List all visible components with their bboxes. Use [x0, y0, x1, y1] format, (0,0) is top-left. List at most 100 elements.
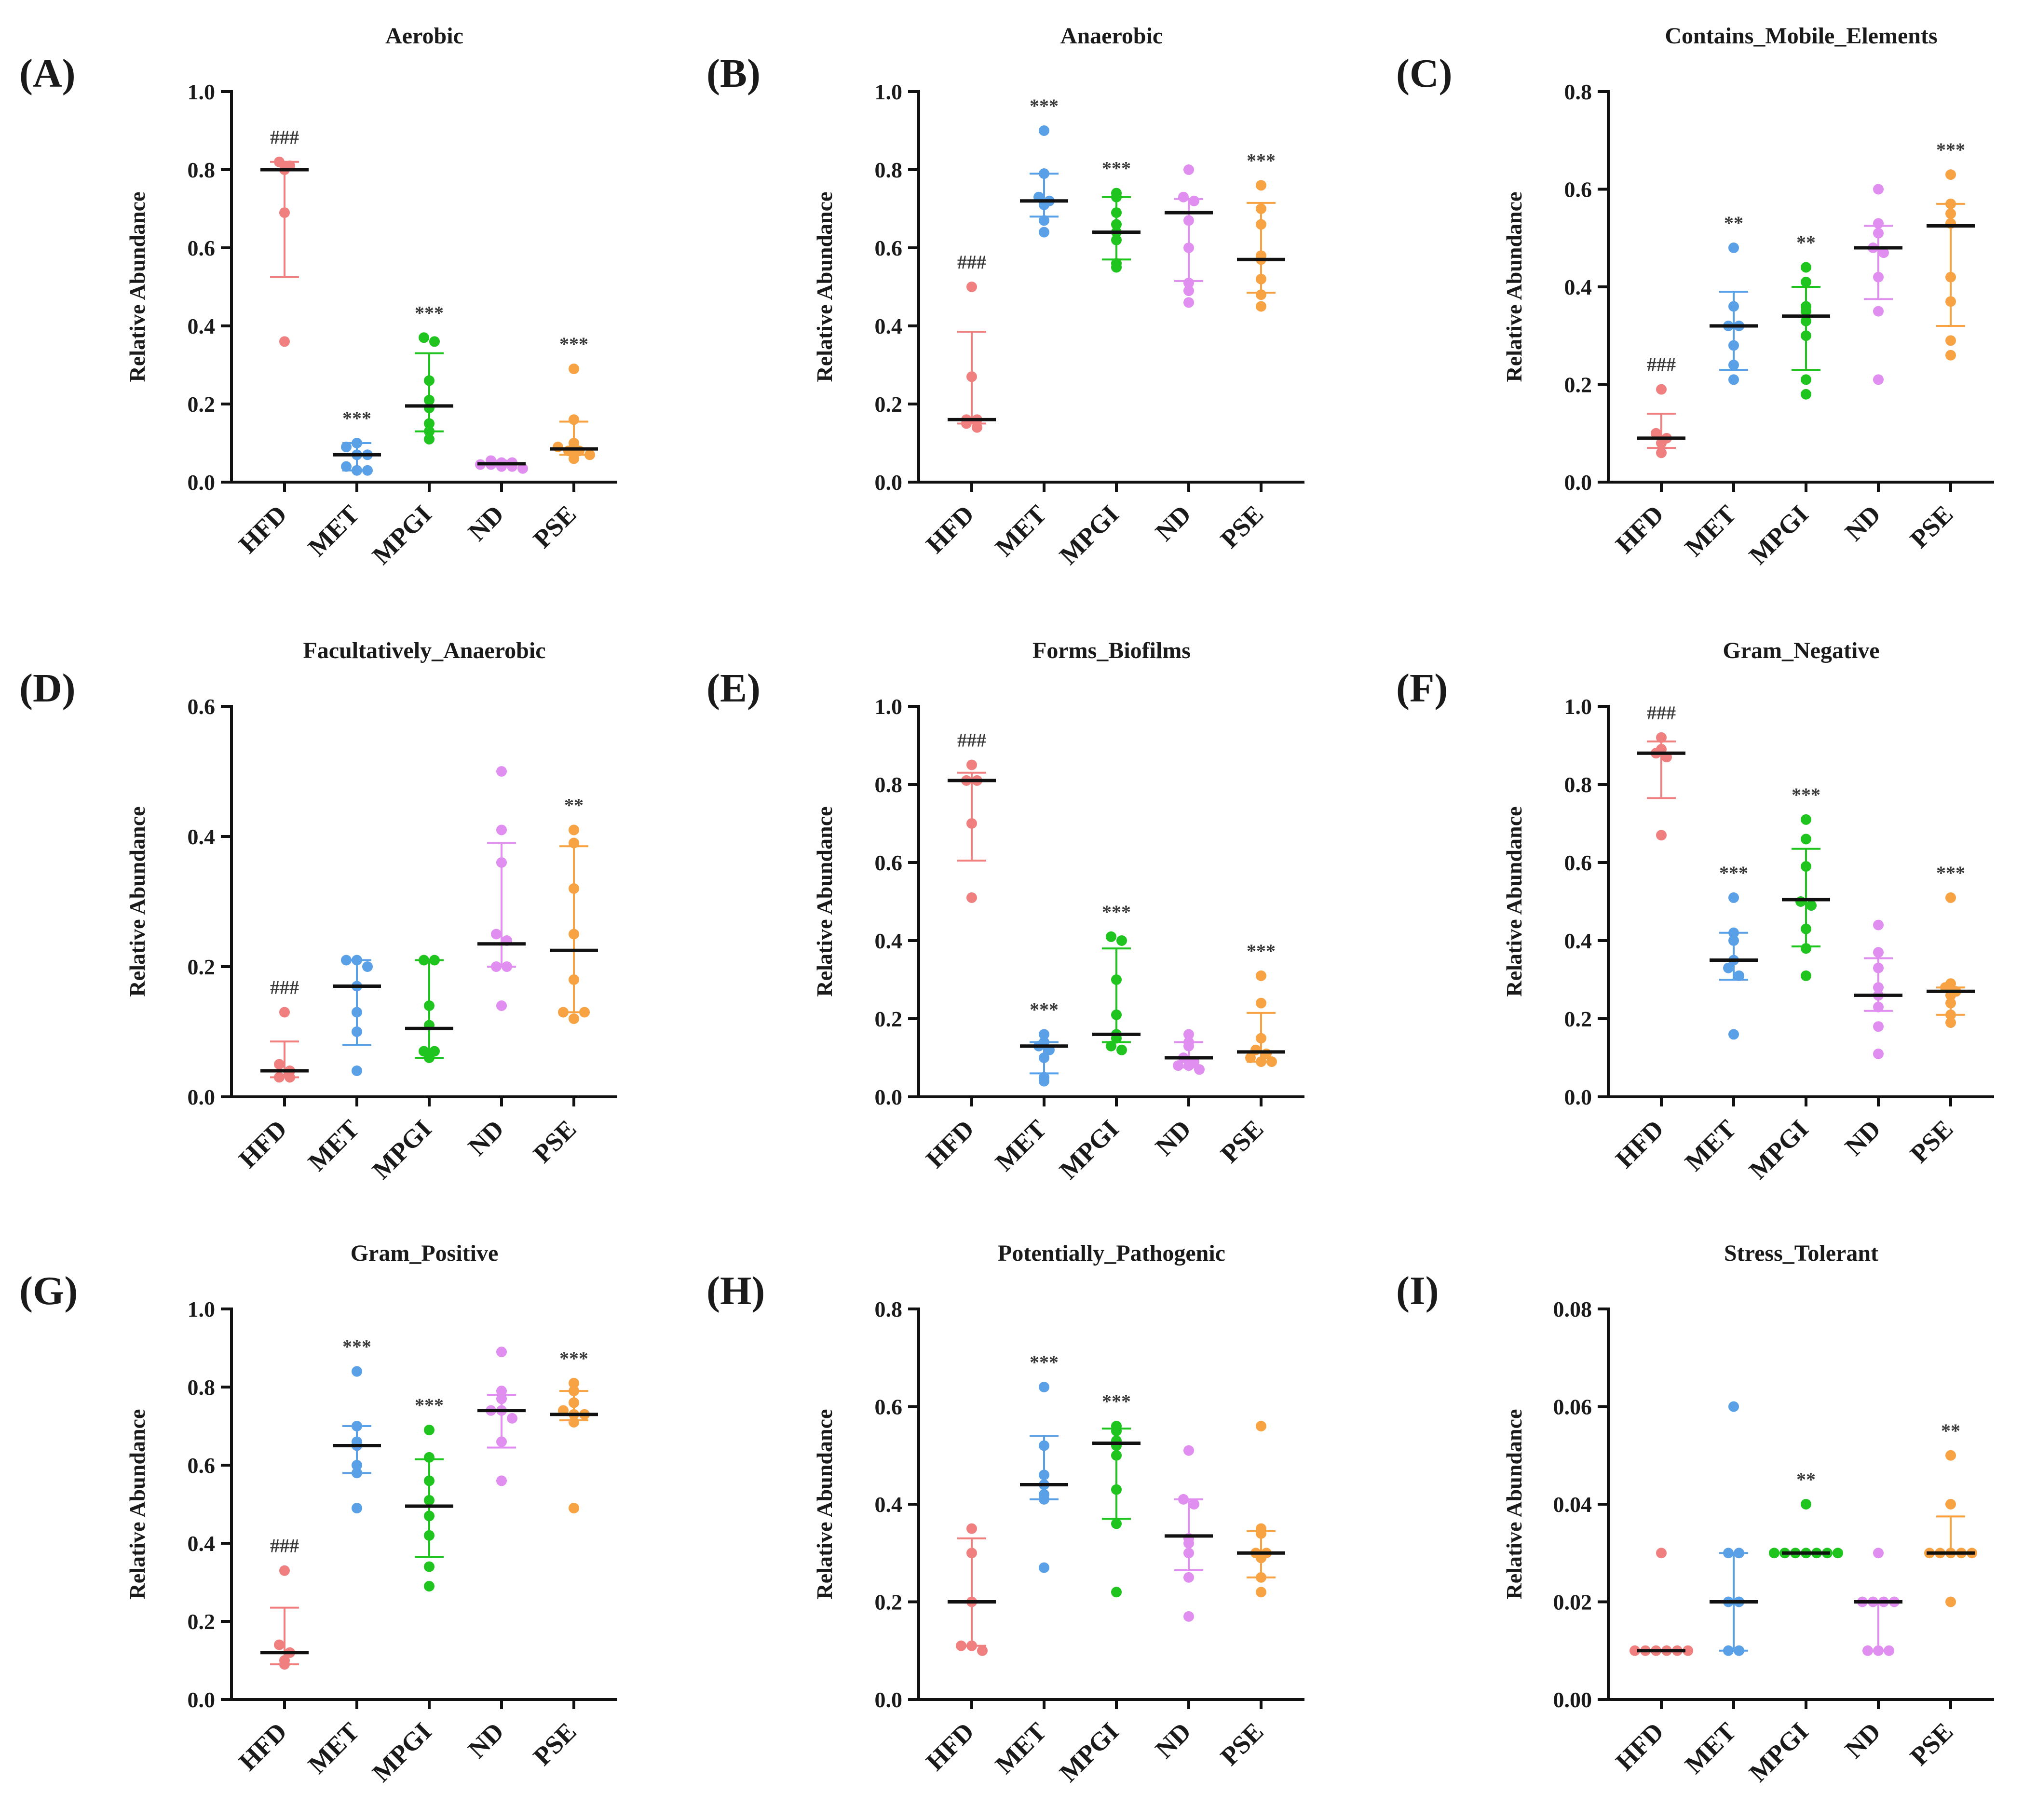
data-point	[496, 1436, 507, 1447]
data-point	[424, 375, 435, 386]
data-point	[1111, 191, 1122, 202]
data-point	[1795, 896, 1806, 907]
data-point	[1656, 732, 1667, 743]
data-point	[274, 156, 285, 167]
data-point	[1945, 335, 1956, 346]
data-point	[1173, 1060, 1183, 1071]
y-tick-label: 0.2	[875, 1007, 903, 1031]
significance-label: ###	[1647, 702, 1676, 724]
data-point	[553, 442, 563, 453]
y-tick-label: 0.6	[188, 236, 216, 260]
data-point	[1039, 1489, 1049, 1500]
y-axis-label: Relative Abundance	[1502, 1409, 1526, 1600]
y-tick-label: 0.2	[875, 1590, 903, 1615]
series-pse: ***	[1927, 862, 1975, 1028]
data-point	[1189, 195, 1199, 206]
significance-label: ***	[1247, 149, 1276, 171]
x-tick-label: PSE	[1904, 1717, 1958, 1771]
data-point	[1183, 1060, 1194, 1071]
significance-label: ###	[957, 251, 986, 273]
data-point	[1728, 935, 1739, 946]
data-point	[1183, 243, 1194, 253]
data-point	[279, 336, 290, 347]
data-point	[352, 1468, 362, 1479]
panel-E: (E) Forms_Biofilms Relative Abundance 0.0 0.…	[706, 638, 1304, 1185]
series-pse	[1237, 1421, 1285, 1598]
data-point	[1723, 962, 1734, 973]
data-point	[279, 207, 290, 218]
data-point	[1183, 285, 1194, 297]
data-point	[1183, 1538, 1194, 1549]
x-tick-label: ND	[1150, 499, 1197, 547]
series-nd	[1854, 1548, 1902, 1656]
data-point	[491, 961, 502, 972]
data-point	[1873, 1548, 1884, 1559]
series-nd	[477, 1347, 526, 1486]
data-point	[1039, 1440, 1049, 1451]
data-point	[424, 1581, 435, 1592]
data-point	[502, 961, 512, 972]
data-point	[274, 1072, 285, 1083]
y-tick-label: 0.2	[188, 392, 216, 417]
significance-label: ***	[342, 1336, 371, 1358]
data-point	[496, 824, 507, 836]
series-hfd: ###	[1637, 702, 1685, 841]
data-point	[1945, 1009, 1956, 1020]
x-tick-label: MPGI	[1743, 1717, 1814, 1787]
y-tick-label: 0.00	[1553, 1687, 1592, 1712]
data-point	[424, 1452, 435, 1463]
series-hfd: ###	[260, 977, 309, 1083]
data-point	[1178, 1494, 1189, 1505]
series-mpgi: ***	[1092, 901, 1141, 1055]
y-axis-label: Relative Abundance	[125, 1409, 149, 1600]
series-mpgi: **	[1782, 232, 1830, 400]
data-point	[1873, 228, 1884, 239]
data-point	[1945, 1596, 1956, 1607]
data-point	[1106, 931, 1116, 942]
y-tick-label: 0.0	[1564, 1085, 1592, 1109]
data-point	[1801, 276, 1811, 287]
y-axis-label: Relative Abundance	[125, 192, 149, 382]
data-point	[1194, 1064, 1205, 1075]
y-axis-label: Relative Abundance	[812, 807, 837, 997]
data-point	[966, 818, 977, 829]
data-point	[1873, 374, 1884, 385]
data-point	[1728, 301, 1739, 312]
y-tick-label: 0.2	[188, 1609, 216, 1634]
y-tick-label: 1.0	[188, 1297, 216, 1321]
data-point	[1884, 1645, 1894, 1656]
x-tick-label: PSE	[1904, 499, 1958, 553]
series-met: **	[1710, 212, 1758, 385]
x-tick-label: MPGI	[1054, 1114, 1124, 1185]
series-nd	[475, 455, 528, 474]
series-pse: ***	[550, 1348, 598, 1514]
data-point	[1256, 180, 1266, 191]
data-point	[1111, 1009, 1122, 1020]
data-point	[1256, 1421, 1266, 1431]
data-point	[1728, 243, 1739, 253]
x-tick-label: MET	[302, 1114, 365, 1176]
data-point	[1873, 947, 1884, 958]
y-tick-label: 0.2	[1564, 1007, 1592, 1031]
data-point	[424, 394, 435, 405]
panel-title: Aerobic	[385, 23, 463, 49]
data-point	[1039, 168, 1049, 179]
data-point	[972, 422, 982, 433]
series-mpgi: ***	[1092, 1390, 1141, 1598]
x-tick-label: MET	[1679, 1114, 1741, 1176]
data-point	[429, 336, 440, 347]
data-point	[1039, 1029, 1049, 1040]
data-point	[1656, 830, 1667, 841]
series-hfd	[948, 1523, 996, 1656]
data-point	[419, 332, 429, 343]
series-met	[1710, 1401, 1758, 1656]
data-point	[1256, 1552, 1266, 1564]
data-point	[1873, 184, 1884, 195]
data-point	[1728, 927, 1739, 938]
panel-letter: (A)	[19, 51, 76, 96]
x-tick-label: MET	[302, 1717, 365, 1779]
x-tick-label: PSE	[528, 1717, 582, 1771]
data-point	[1183, 1445, 1194, 1456]
series-hfd	[1630, 1548, 1693, 1656]
